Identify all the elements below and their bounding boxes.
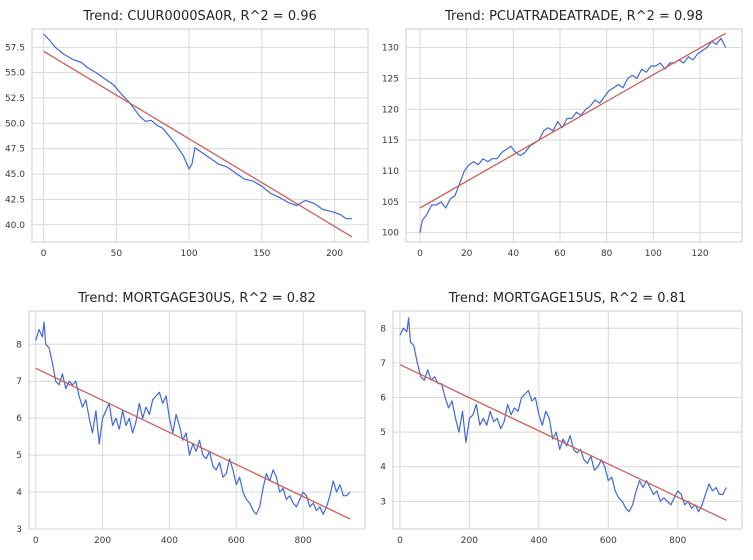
trend-line	[399, 364, 727, 521]
trend-line	[419, 32, 727, 209]
trend-line	[35, 367, 351, 520]
x-tick-label: 400	[530, 536, 547, 546]
x-tick-label: 0	[41, 249, 47, 259]
data-line	[35, 321, 351, 515]
y-tick-label: 52.5	[5, 94, 25, 104]
chart-title: Trend: PCUATRADEATRADE, R^2 = 0.98	[444, 9, 703, 24]
subplot-3: 0 200 400 600 800 3 4 5 6 7 8 Trend: MORTGAGE30US, …	[16, 291, 366, 546]
chart-title: Trend: MORTGAGE30US, R^2 = 0.82	[77, 291, 315, 306]
x-tick-label: 200	[94, 536, 111, 546]
x-tick-label: 200	[461, 536, 478, 546]
y-tick-label: 50.0	[5, 119, 25, 129]
y-tick-label: 42.5	[5, 195, 25, 205]
x-tick-label: 150	[253, 249, 270, 259]
plot-area	[31, 28, 369, 243]
x-tick-label: 200	[326, 249, 343, 259]
y-tick-label: 8	[380, 324, 386, 334]
x-tick-label: 600	[228, 536, 245, 546]
x-tick-label: 100	[645, 249, 662, 259]
x-tick-label: 0	[417, 249, 423, 259]
subplot-2: 0 20 40 60 80 100 120 100 105 110 115 120 125 130 Tren…	[382, 9, 743, 259]
y-tick-label: 115	[382, 136, 399, 146]
y-tick-label: 47.5	[5, 145, 25, 155]
y-tick-label: 40.0	[5, 221, 25, 231]
x-tick-label: 400	[161, 536, 178, 546]
x-tick-label: 60	[554, 249, 566, 259]
y-tick-label: 130	[382, 44, 399, 54]
x-tick-label: 800	[295, 536, 312, 546]
y-tick-label: 110	[382, 167, 399, 177]
plot-area	[28, 310, 366, 530]
data-line	[399, 317, 727, 513]
x-tick-label: 80	[601, 249, 613, 259]
y-tick-label: 7	[16, 377, 22, 387]
x-tick-label: 0	[397, 536, 403, 546]
x-tick-label: 20	[461, 249, 473, 259]
y-tick-label: 100	[382, 229, 399, 239]
data-line	[43, 33, 352, 220]
y-tick-label: 4	[16, 488, 22, 498]
y-tick-label: 8	[16, 340, 22, 350]
x-tick-label: 100	[180, 249, 197, 259]
y-tick-label: 45.0	[5, 170, 25, 180]
y-tick-label: 3	[16, 525, 22, 535]
y-tick-label: 5	[380, 428, 386, 438]
x-tick-label: 600	[600, 536, 617, 546]
x-tick-label: 0	[33, 536, 39, 546]
x-tick-label: 40	[508, 249, 520, 259]
subplot-1: 0 50 100 150 200 40.0 42.5 45.0 47.5 50.0 52.5 55.0…	[5, 9, 369, 259]
y-tick-label: 105	[382, 198, 399, 208]
y-tick-label: 120	[382, 105, 399, 115]
x-tick-label: 50	[111, 249, 123, 259]
y-tick-label: 5	[16, 451, 22, 461]
y-tick-label: 6	[380, 394, 386, 404]
subplot-4: 0 200 400 600 800 3 4 5 6 7 8 Trend: MORTGAGE15US, …	[380, 291, 743, 546]
x-tick-label: 120	[691, 249, 708, 259]
plot-area	[392, 310, 743, 530]
y-tick-label: 3	[380, 497, 386, 507]
y-tick-label: 6	[16, 414, 22, 424]
y-tick-label: 125	[382, 74, 399, 84]
plot-area	[405, 28, 743, 243]
x-tick-label: 800	[669, 536, 686, 546]
trend-line	[43, 50, 353, 238]
y-tick-label: 4	[380, 463, 386, 473]
chart-title: Trend: MORTGAGE15US, R^2 = 0.81	[448, 291, 686, 306]
y-tick-label: 55.0	[5, 69, 25, 79]
y-tick-label: 7	[380, 359, 386, 369]
y-tick-label: 57.5	[5, 43, 25, 53]
chart-title: Trend: CUUR0000SA0R, R^2 = 0.96	[82, 9, 317, 24]
